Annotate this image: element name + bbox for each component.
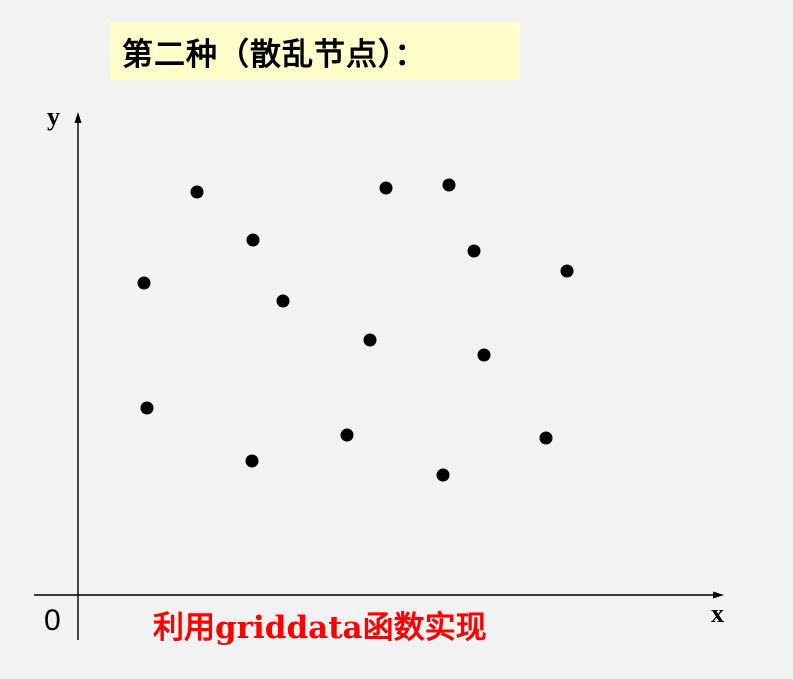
scatter-point — [276, 294, 290, 308]
scatter-point — [560, 264, 574, 278]
scatter-point — [442, 178, 456, 192]
slide-title: 第二种（散乱节点）： — [122, 36, 427, 73]
scatter-points — [137, 178, 574, 482]
scatter-point — [363, 333, 377, 347]
scatter-point — [436, 468, 450, 482]
y-axis-arrow — [74, 112, 82, 123]
scatter-point — [137, 276, 151, 290]
scatter-point — [190, 185, 204, 199]
title-highlight: 第二种（散乱节点）： — [110, 22, 520, 80]
scatter-point — [467, 244, 481, 258]
x-axis-label: x — [711, 599, 724, 628]
origin-label: 0 — [44, 604, 61, 637]
scatter-point — [539, 431, 553, 445]
y-axis-label: y — [47, 102, 60, 131]
scatter-point — [246, 233, 260, 247]
scatter-point — [340, 428, 354, 442]
scatter-point — [379, 181, 393, 195]
scatter-point — [477, 348, 491, 362]
caption-text: 利用griddata函数实现 — [153, 610, 487, 646]
scatter-point — [245, 454, 259, 468]
scatter-point — [140, 401, 154, 415]
x-axis-arrow — [713, 591, 724, 599]
